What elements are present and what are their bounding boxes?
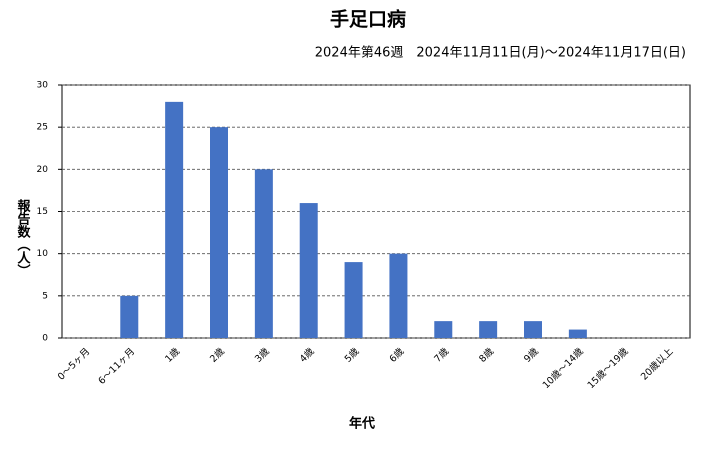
x-tick-label: 2歳 <box>207 345 227 365</box>
bar <box>254 169 273 338</box>
chart-title: 手足口病 <box>330 8 406 31</box>
y-tick-label: 10 <box>37 249 49 259</box>
bar <box>434 321 453 338</box>
x-tick-label: 8歳 <box>477 345 497 365</box>
y-axis-label: 報告数（人） <box>15 198 32 277</box>
x-tick-label: 4歳 <box>297 345 317 365</box>
x-tick-label: 3歳 <box>252 345 272 365</box>
y-tick-label: 5 <box>42 291 48 301</box>
y-tick-label: 20 <box>37 165 49 175</box>
bar <box>479 321 498 338</box>
y-tick-label: 0 <box>42 334 48 344</box>
y-tick-label: 30 <box>37 81 49 91</box>
x-tick-label: 10歳～14歳 <box>540 345 586 391</box>
x-tick-label: 6～11ヶ月 <box>96 346 137 387</box>
bar <box>524 321 542 338</box>
x-tick-label: 15歳～19歳 <box>585 345 631 391</box>
bar <box>389 253 408 338</box>
x-axis-label: 年代 <box>349 416 375 432</box>
bar <box>299 203 318 338</box>
x-tick-label: 6歳 <box>387 345 407 365</box>
y-tick-label: 25 <box>37 123 48 133</box>
bar <box>165 101 184 338</box>
x-tick-label: 5歳 <box>342 345 362 365</box>
plot-frame <box>61 84 691 339</box>
bar <box>568 329 587 338</box>
x-tick-label: 9歳 <box>521 345 541 365</box>
x-tick-label: 7歳 <box>432 345 452 365</box>
chart-subtitle: 2024年第46週 2024年11月11日(月)～2024年11月17日(日) <box>315 46 686 61</box>
bar <box>344 262 363 338</box>
x-tick-label: 1歳 <box>163 345 183 365</box>
x-tick-label: 20歳以上 <box>638 345 676 383</box>
bar <box>120 295 139 338</box>
x-tick-label: 0～5ヶ月 <box>56 346 92 382</box>
bar <box>210 127 228 339</box>
y-tick-label: 15 <box>37 207 48 217</box>
